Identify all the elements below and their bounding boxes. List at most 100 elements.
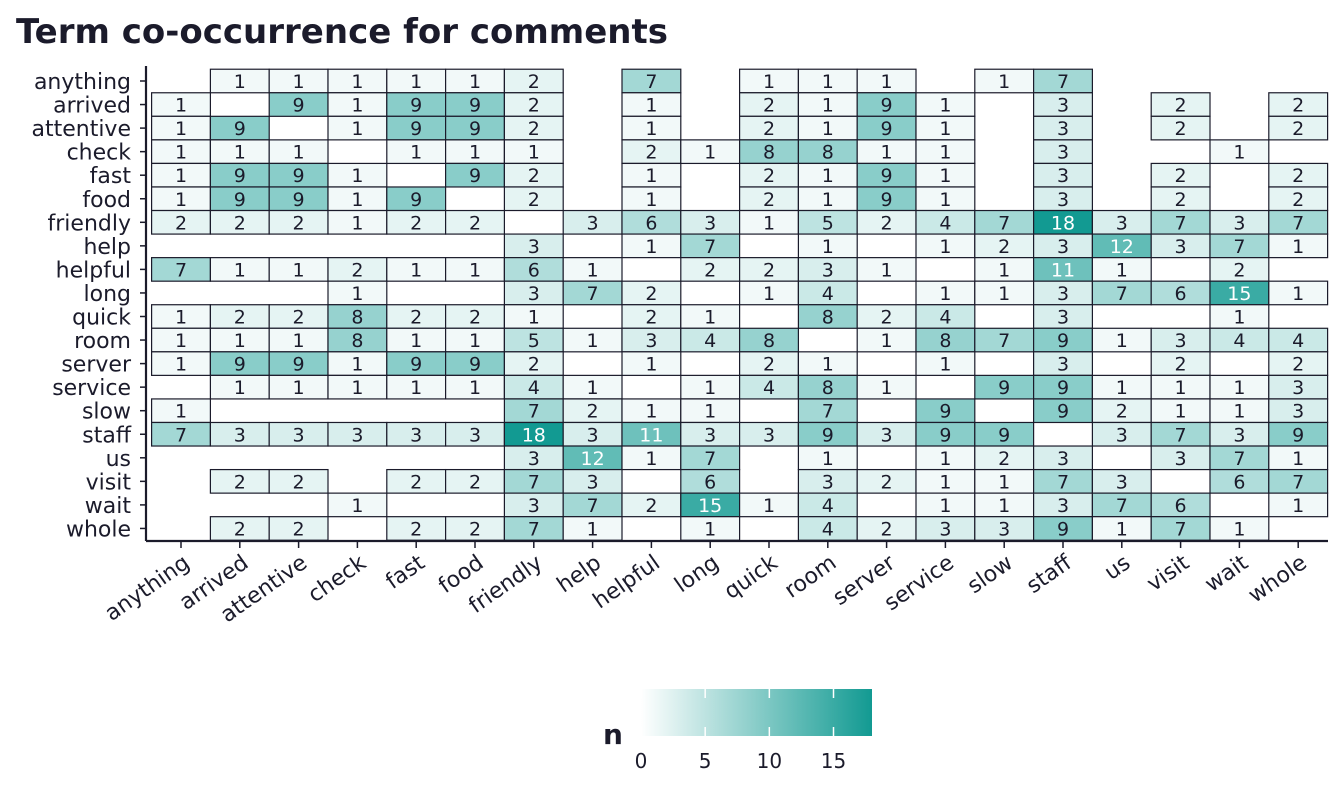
- cell-value-label: 3: [587, 212, 599, 234]
- cell-value-label: 3: [1057, 165, 1069, 187]
- cell-value-label: 3: [1057, 495, 1069, 517]
- cell-value-label: 3: [293, 424, 305, 446]
- cell-value-label: 3: [1175, 330, 1187, 352]
- legend-tick-label: 0: [635, 749, 648, 773]
- heatmap-cell: [1268, 233, 1329, 259]
- cell-value-label: 1: [822, 118, 834, 140]
- cell-value-label: 7: [822, 401, 834, 423]
- cell-value-label: 9: [1057, 330, 1069, 352]
- color-legend: n 0 5 10 15: [603, 689, 872, 773]
- x-tick-label: whole: [1244, 550, 1312, 608]
- cell-value-label: 9: [1057, 377, 1069, 399]
- heatmap-cell: [915, 351, 976, 376]
- cell-value-label: 1: [351, 71, 363, 93]
- cell-value-label: 1: [1233, 142, 1245, 164]
- cell-value-label: 1: [351, 212, 363, 234]
- cell-value-label: 7: [645, 71, 657, 93]
- cell-value-label: 1: [234, 142, 246, 164]
- heatmap-cell: [268, 468, 329, 494]
- cell-value-label: 4: [939, 212, 951, 234]
- cell-value-label: 1: [528, 307, 540, 329]
- cell-value-label: 7: [704, 236, 716, 258]
- cell-value-label: 8: [822, 142, 834, 164]
- cell-value-label: 1: [881, 330, 893, 352]
- cell-value-label: 2: [1175, 354, 1187, 376]
- cell-value-label: 2: [881, 307, 893, 329]
- cell-value-label: 7: [1292, 471, 1304, 493]
- cell-value-label: 3: [1057, 95, 1069, 117]
- cell-value-label: 1: [469, 377, 481, 399]
- cell-value-label: 4: [1292, 330, 1304, 352]
- cell-value-label: 1: [822, 189, 834, 211]
- legend-colorbar: [641, 689, 872, 736]
- cell-value-label: 2: [1175, 165, 1187, 187]
- cell-value-label: 2: [234, 307, 246, 329]
- cell-value-label: 1: [293, 71, 305, 93]
- cell-value-label: 2: [645, 283, 657, 305]
- cell-value-label: 1: [175, 307, 187, 329]
- cell-value-label: 9: [469, 354, 481, 376]
- cell-value-label: 1: [645, 401, 657, 423]
- cell-value-label: 1: [1292, 448, 1304, 470]
- cell-value-label: 1: [704, 142, 716, 164]
- cell-value-label: 1: [410, 259, 422, 281]
- cell-value-label: 2: [528, 354, 540, 376]
- cell-value-label: 2: [234, 471, 246, 493]
- cell-value-label: 1: [704, 518, 716, 540]
- cell-value-label: 1: [175, 165, 187, 187]
- cell-value-label: 1: [234, 377, 246, 399]
- cell-value-label: 5: [822, 212, 834, 234]
- cell-value-label: 2: [1292, 189, 1304, 211]
- cell-value-label: 6: [1175, 283, 1187, 305]
- cell-value-label: 1: [1116, 330, 1128, 352]
- cell-value-label: 2: [881, 212, 893, 234]
- cell-value-label: 1: [939, 283, 951, 305]
- cell-value-label: 1: [1116, 377, 1128, 399]
- y-tick-label: room: [74, 329, 131, 354]
- cell-value-label: 1: [704, 307, 716, 329]
- chart-title: Term co-occurrence for comments: [16, 12, 668, 52]
- cell-value-label: 2: [1175, 95, 1187, 117]
- cell-value-label: 18: [522, 424, 546, 446]
- cell-value-label: 15: [698, 495, 722, 517]
- y-tick-label: attentive: [31, 117, 131, 142]
- cell-value-label: 2: [234, 518, 246, 540]
- axes: [144, 66, 1328, 543]
- cell-value-label: 1: [822, 71, 834, 93]
- cell-value-label: 4: [822, 283, 834, 305]
- cell-value-label: 1: [1233, 401, 1245, 423]
- cell-value-label: 2: [410, 212, 422, 234]
- cell-value-label: 9: [234, 189, 246, 211]
- cell-value-label: 1: [645, 189, 657, 211]
- cell-value-label: 2: [645, 307, 657, 329]
- cell-value-label: 9: [881, 189, 893, 211]
- cell-value-label: 1: [763, 283, 775, 305]
- cell-value-label: 2: [1292, 95, 1304, 117]
- cell-value-label: 1: [645, 165, 657, 187]
- cell-value-label: 1: [587, 518, 599, 540]
- cell-value-label: 1: [998, 471, 1010, 493]
- cell-value-label: 8: [763, 142, 775, 164]
- cell-value-label: 1: [1175, 401, 1187, 423]
- cell-value-label: 1: [410, 71, 422, 93]
- cell-value-label: 3: [528, 236, 540, 258]
- cell-value-label: 3: [351, 424, 363, 446]
- heatmap-cell: [621, 351, 682, 376]
- cell-value-label: 9: [939, 424, 951, 446]
- cell-value-label: 7: [528, 471, 540, 493]
- cell-value-label: 3: [469, 424, 481, 446]
- cell-value-label: 7: [587, 495, 599, 517]
- cell-value-label: 2: [469, 307, 481, 329]
- cell-value-label: 9: [881, 165, 893, 187]
- cell-value-label: 9: [822, 424, 834, 446]
- cell-value-label: 2: [293, 212, 305, 234]
- cell-value-label: 8: [351, 307, 363, 329]
- cell-value-label: 1: [1292, 236, 1304, 258]
- cell-value-label: 8: [763, 330, 775, 352]
- y-tick-label: help: [83, 235, 131, 260]
- cell-value-label: 7: [1292, 212, 1304, 234]
- cell-value-label: 7: [1233, 448, 1245, 470]
- cell-value-label: 1: [1175, 377, 1187, 399]
- cell-value-label: 1: [939, 236, 951, 258]
